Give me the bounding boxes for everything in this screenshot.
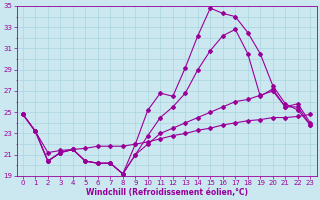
X-axis label: Windchill (Refroidissement éolien,°C): Windchill (Refroidissement éolien,°C) (85, 188, 248, 197)
